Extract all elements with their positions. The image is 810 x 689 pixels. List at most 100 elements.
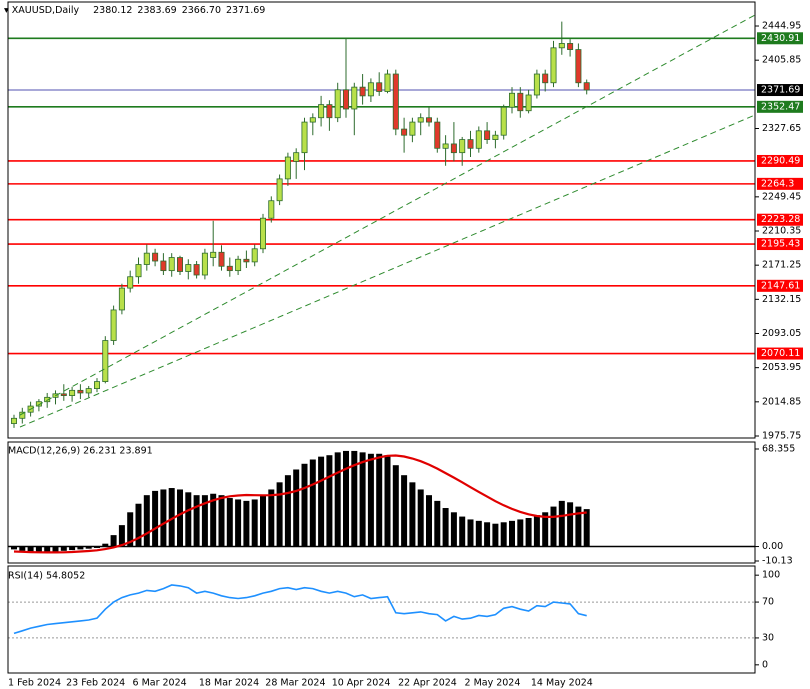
- macd-bar: [343, 450, 349, 547]
- x-tick-label: 28 Mar 2024: [265, 678, 325, 689]
- y-tick-label: 2405.85: [762, 55, 801, 66]
- ohlc-value: 2366.70: [182, 5, 221, 16]
- macd-bar: [85, 546, 92, 549]
- candle-body: [583, 82, 590, 91]
- macd-bar: [268, 489, 275, 547]
- macd-bar: [500, 522, 507, 547]
- chart-title: ▾ XAUUSD,Daily 2380.12 2383.69 2366.70 2371.…: [4, 5, 265, 16]
- macd-bar: [318, 456, 325, 547]
- candle-body: [10, 417, 17, 424]
- candle-body: [301, 121, 308, 154]
- candle-body: [542, 73, 549, 84]
- candle-body: [484, 130, 491, 140]
- candle-body: [168, 257, 175, 272]
- level-label-box: [757, 279, 803, 292]
- macd-bar: [177, 489, 183, 547]
- macd-bar: [218, 495, 225, 547]
- candle-body: [85, 388, 92, 394]
- y-tick-label: 1975.75: [762, 430, 801, 441]
- candle-body: [533, 73, 540, 96]
- candle-body: [201, 252, 208, 276]
- candle-body: [351, 86, 358, 110]
- macd-bar: [367, 453, 374, 547]
- macd-bar: [567, 502, 574, 547]
- x-tick-label: 10 Apr 2024: [332, 678, 391, 689]
- candle-body: [459, 139, 466, 154]
- macd-bar: [102, 543, 109, 547]
- macd-bar: [359, 452, 366, 547]
- candle-body: [152, 252, 159, 262]
- rsi-title: RSI(14) 54.8052: [8, 571, 85, 582]
- overlay-layer: 2430.91 2371.69 2352.47 2290.49 2264.3 2223.2…: [757, 32, 803, 360]
- candle-body: [401, 128, 408, 136]
- macd-bar: [260, 495, 266, 547]
- candle-body: [293, 152, 300, 162]
- chart-title-text: XAUUSD,Daily: [12, 5, 80, 16]
- candle-body: [342, 89, 349, 110]
- ohlc-value: 2380.12: [93, 5, 132, 16]
- macd-bar: [127, 512, 134, 547]
- level-label-box: [757, 213, 803, 226]
- candle-body: [218, 251, 225, 267]
- macd-bar: [27, 546, 34, 553]
- title-marker: ▾: [4, 5, 12, 16]
- x-tick-label: 6 Mar 2024: [133, 678, 187, 689]
- candle-body: [409, 121, 416, 136]
- level-label: 2290.49: [761, 155, 800, 166]
- y-tick-label: 0: [762, 659, 768, 670]
- macd-bar: [484, 522, 491, 547]
- level-label: 2195.43: [761, 239, 800, 250]
- candle-body: [500, 106, 507, 136]
- macd-bar: [351, 450, 358, 547]
- macd-bar: [442, 508, 449, 547]
- trend-line: [19, 114, 756, 428]
- candle-body: [226, 265, 233, 272]
- candle-body: [492, 134, 499, 140]
- level-label: 2147.61: [761, 280, 800, 291]
- candle-body: [442, 143, 449, 149]
- macd-bar: [235, 499, 242, 547]
- macd-bar: [558, 500, 565, 547]
- rsi-panel-border: [7, 565, 756, 674]
- candle-body: [326, 104, 333, 119]
- level-label: 2371.69: [761, 85, 800, 96]
- y-tick-label: 2053.95: [762, 362, 801, 373]
- candle-body: [425, 117, 432, 123]
- macd-bar: [168, 488, 175, 547]
- macd-bar: [19, 546, 26, 551]
- x-tick-label: 1 Feb 2024: [8, 678, 61, 689]
- candle-body: [259, 217, 266, 250]
- level-label: 2352.47: [761, 101, 800, 112]
- macd-panel-border: [7, 441, 756, 564]
- candle-body: [467, 139, 474, 149]
- candle-body: [251, 248, 258, 263]
- macd-bar: [118, 525, 125, 547]
- macd-bar: [384, 455, 391, 547]
- candle-body: [176, 257, 183, 272]
- macd-bar: [542, 512, 549, 547]
- y-tick-label: 2014.85: [762, 396, 801, 407]
- candle-body: [567, 43, 574, 50]
- signal-line: [13, 454, 587, 554]
- macd-bar: [226, 498, 233, 547]
- candle-body: [127, 276, 134, 289]
- candle-body: [367, 82, 374, 97]
- candle-body: [44, 396, 51, 403]
- candle-body: [434, 121, 441, 149]
- y-tick-label: 2249.45: [762, 191, 801, 202]
- x-tick-label: 2 May 2024: [465, 678, 521, 689]
- y-tick-label: 0.00: [762, 541, 783, 552]
- x-tick-label: 22 Apr 2024: [398, 678, 457, 689]
- level-label-box: [757, 177, 803, 190]
- level-label-box: [757, 347, 803, 360]
- candle-body: [376, 82, 383, 92]
- candle-body: [575, 49, 582, 84]
- level-label-box: [757, 32, 803, 45]
- macd-bar: [326, 455, 333, 547]
- candle-body: [60, 393, 67, 396]
- y-tick-label: 2171.25: [762, 260, 801, 271]
- macd-bar: [583, 509, 590, 547]
- candle-body: [210, 251, 217, 258]
